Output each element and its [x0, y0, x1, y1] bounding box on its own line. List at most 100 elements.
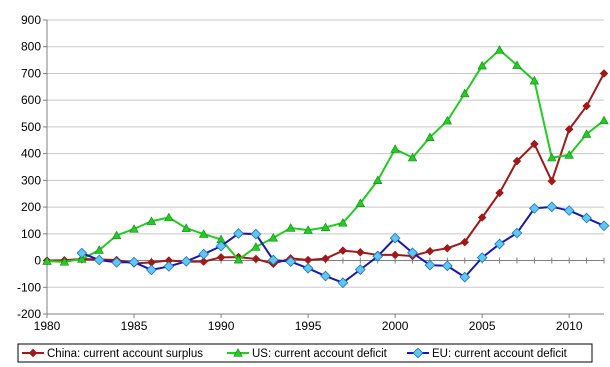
data-point — [390, 144, 400, 153]
data-point — [111, 230, 122, 240]
legend-marker — [412, 347, 424, 359]
data-point — [163, 261, 175, 272]
data-point — [459, 271, 471, 283]
y-tick-label: 700 — [21, 66, 41, 80]
y-tick-label: 0 — [34, 254, 41, 268]
data-point — [215, 240, 227, 252]
data-point — [494, 45, 505, 54]
series-1 — [42, 45, 609, 266]
data-point — [338, 218, 348, 227]
x-tick-label: 1990 — [208, 319, 235, 333]
data-point — [337, 277, 349, 289]
data-point — [129, 224, 139, 233]
data-point — [373, 175, 383, 185]
data-point — [355, 198, 366, 208]
data-point — [495, 188, 504, 198]
series-layer — [42, 45, 610, 289]
y-tick-label: 900 — [21, 13, 41, 27]
data-point — [302, 262, 314, 274]
y-tick-label: 800 — [21, 40, 41, 54]
y-tick-label: -100 — [17, 280, 41, 294]
data-point — [320, 222, 331, 232]
x-tick-label: 2000 — [382, 319, 409, 333]
data-point — [146, 264, 157, 276]
data-point — [564, 150, 574, 159]
data-point — [460, 237, 470, 247]
x-tick-label: 1995 — [295, 319, 322, 333]
axis-layer: -200 -100 0 100 200 300 400 500 600 700 800 900 1980… — [17, 13, 605, 333]
data-point — [268, 233, 278, 242]
data-point — [250, 228, 262, 240]
data-point — [42, 256, 52, 265]
data-point — [320, 270, 331, 282]
legend: China: current account surplus US: curren… — [17, 343, 593, 363]
data-point — [598, 220, 610, 232]
data-point — [198, 248, 210, 260]
legend-marker — [28, 348, 38, 358]
data-point — [512, 156, 522, 166]
data-point — [599, 115, 609, 125]
data-point — [146, 216, 157, 225]
data-point — [181, 223, 191, 232]
grid-layer — [47, 19, 604, 315]
data-point — [407, 152, 418, 162]
data-point — [599, 69, 609, 78]
y-tick-label: 300 — [21, 173, 41, 187]
data-point — [303, 255, 313, 265]
data-point — [164, 212, 174, 222]
data-point — [338, 246, 348, 256]
series-line — [46, 72, 605, 265]
legend-label: China: current account surplus — [47, 348, 203, 360]
x-tick-label: 2005 — [469, 319, 496, 333]
data-point — [267, 254, 279, 266]
data-point — [460, 88, 470, 98]
data-point — [389, 232, 401, 244]
data-point — [251, 254, 261, 264]
data-point — [529, 203, 540, 214]
data-point — [233, 228, 244, 239]
data-point — [285, 256, 297, 267]
data-point — [564, 124, 574, 134]
data-point — [441, 260, 453, 272]
data-point — [390, 250, 400, 260]
data-point — [511, 227, 523, 239]
data-point — [111, 257, 122, 268]
data-point — [477, 60, 487, 70]
x-tick-label: 1980 — [34, 319, 61, 333]
data-point — [93, 254, 105, 266]
data-point — [180, 255, 192, 267]
data-point — [442, 115, 453, 125]
y-tick-label: 200 — [21, 200, 41, 214]
legend-label: US: current account deficit — [252, 348, 388, 360]
data-point — [424, 259, 436, 271]
y-tick-label: 100 — [21, 227, 41, 241]
y-tick-label: 600 — [21, 93, 41, 107]
data-point — [372, 250, 384, 262]
data-point — [77, 254, 87, 263]
legend-marker — [233, 348, 243, 357]
data-point — [216, 252, 226, 262]
data-point — [425, 246, 435, 256]
data-point — [407, 247, 418, 259]
series-0 — [42, 69, 609, 269]
data-point — [94, 245, 104, 254]
data-point — [128, 256, 140, 268]
data-point — [529, 75, 540, 85]
data-point — [547, 152, 557, 162]
y-tick-label: 500 — [21, 120, 41, 134]
data-point — [425, 132, 435, 141]
data-point — [546, 201, 558, 213]
data-point — [547, 176, 557, 186]
data-point — [251, 242, 261, 251]
data-point — [354, 264, 366, 275]
data-point — [76, 247, 88, 259]
x-tick-label: 1985 — [121, 319, 148, 333]
data-point — [530, 139, 539, 149]
data-point — [582, 101, 591, 111]
data-point — [303, 225, 313, 234]
data-point — [199, 257, 209, 266]
series-2 — [76, 201, 610, 289]
data-point — [198, 229, 209, 238]
